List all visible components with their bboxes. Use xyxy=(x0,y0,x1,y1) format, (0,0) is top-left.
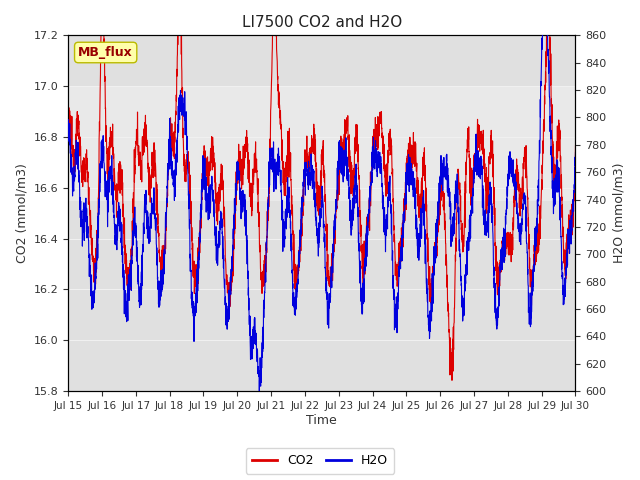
Y-axis label: CO2 (mmol/m3): CO2 (mmol/m3) xyxy=(15,163,28,263)
Line: CO2: CO2 xyxy=(68,0,575,380)
Legend: CO2, H2O: CO2, H2O xyxy=(246,448,394,474)
Bar xyxy=(68,86,575,201)
X-axis label: Time: Time xyxy=(307,414,337,427)
Text: MB_flux: MB_flux xyxy=(78,46,133,59)
Line: H2O: H2O xyxy=(68,0,575,395)
Y-axis label: H2O (mmol/m3): H2O (mmol/m3) xyxy=(612,163,625,264)
Title: LI7500 CO2 and H2O: LI7500 CO2 and H2O xyxy=(242,15,402,30)
